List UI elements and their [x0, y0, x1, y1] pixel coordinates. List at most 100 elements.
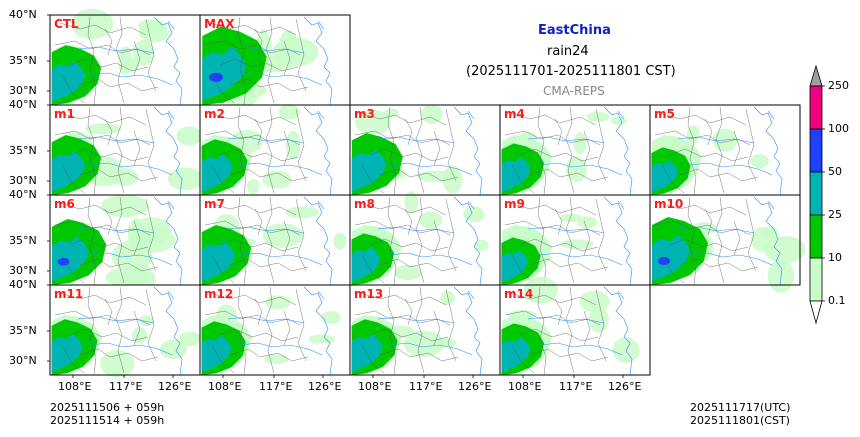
province-border: [54, 220, 151, 236]
province-border: [583, 130, 591, 166]
province-border: [537, 196, 547, 286]
light-rain-area: [118, 46, 133, 75]
lat-label: 30°N: [9, 264, 37, 277]
light-rain-area: [100, 350, 135, 378]
province-border: [354, 220, 451, 236]
province-border: [211, 74, 235, 104]
panel-label-m14: m14: [504, 287, 534, 301]
panel-m8: [349, 191, 501, 286]
rain-core: [202, 26, 267, 105]
province-border: [504, 130, 601, 146]
lon-label: 117°E: [259, 380, 293, 393]
river: [389, 252, 473, 266]
province-border: [61, 164, 85, 194]
province-border: [219, 148, 299, 162]
panel-frame: [649, 194, 801, 286]
province-border: [745, 198, 757, 272]
province-border: [219, 238, 299, 252]
province-border: [133, 40, 141, 76]
panel-m13: [349, 284, 501, 376]
province-border: [445, 198, 457, 272]
colorbar-label: 0.1: [828, 294, 846, 307]
light-rain-area: [138, 23, 170, 43]
panel-m12: [199, 284, 351, 376]
province-border: [565, 196, 575, 284]
rain-area-25: [201, 241, 236, 282]
province-border: [283, 130, 291, 166]
province-border: [115, 196, 125, 284]
province-border: [104, 208, 113, 236]
province-border: [59, 202, 147, 216]
panel-max: [199, 14, 351, 107]
panel-frame: [499, 284, 651, 376]
river: [467, 200, 475, 210]
province-border: [445, 288, 457, 362]
rain-area-25: [652, 235, 690, 281]
rain-area-25: [51, 334, 83, 372]
period-label: (2025111701-2025111801 CST): [466, 64, 676, 79]
light-rain-area: [101, 194, 149, 218]
river: [527, 136, 605, 144]
rain-area-50: [658, 257, 670, 265]
light-rain-area: [421, 104, 443, 125]
province-border: [104, 118, 113, 146]
lat-label: 35°N: [9, 144, 37, 157]
river: [239, 342, 323, 356]
coastline: [453, 106, 483, 196]
colorbar-extend-bottom: [809, 300, 823, 325]
light-rain-area: [321, 311, 341, 324]
province-border: [433, 220, 441, 256]
panel-label-m2: m2: [204, 107, 225, 121]
province-border: [359, 202, 447, 216]
province-border: [504, 310, 601, 326]
province-border: [659, 112, 747, 126]
river: [317, 110, 325, 120]
province-border: [519, 238, 599, 252]
light-rain-area: [285, 206, 320, 219]
province-border: [237, 286, 247, 376]
river: [89, 252, 173, 266]
province-border: [237, 106, 247, 196]
province-border: [745, 108, 757, 182]
province-border: [69, 148, 149, 162]
river: [377, 316, 455, 324]
light-rain-area: [565, 156, 587, 182]
light-rain-area: [247, 178, 260, 195]
river: [677, 136, 755, 144]
colorbar-segment: [809, 171, 823, 216]
coastline: [303, 196, 333, 286]
panel-label-m10: m10: [654, 197, 684, 211]
panel-label-m5: m5: [654, 107, 675, 121]
river: [767, 200, 775, 210]
province-border: [404, 208, 413, 236]
panel-m5: [649, 104, 801, 196]
province-border: [595, 108, 607, 182]
river: [377, 136, 455, 144]
rain-core: [501, 237, 541, 285]
panel-label-ctl: CTL: [54, 17, 79, 31]
light-rain-area: [285, 130, 301, 160]
lat-label: 35°N: [9, 324, 37, 337]
province-border: [59, 22, 147, 36]
province-border: [87, 286, 97, 376]
light-rain-area: [355, 109, 391, 135]
rain-core: [501, 143, 545, 195]
province-border: [209, 22, 297, 36]
light-rain-area: [579, 290, 610, 313]
light-rain-area: [131, 217, 172, 246]
province-border: [254, 28, 263, 56]
province-border: [104, 298, 113, 326]
river: [317, 290, 325, 300]
colorbar-segment: [809, 85, 823, 130]
panel-m7: [199, 194, 351, 286]
river: [227, 226, 305, 234]
light-rain-area: [70, 8, 114, 40]
province-border: [565, 106, 575, 194]
province-border: [204, 310, 301, 326]
province-border: [509, 292, 597, 306]
province-border: [211, 164, 235, 194]
province-border: [369, 148, 449, 162]
province-border: [387, 286, 397, 376]
rain-core: [501, 323, 545, 375]
rain-area-25: [351, 149, 387, 192]
